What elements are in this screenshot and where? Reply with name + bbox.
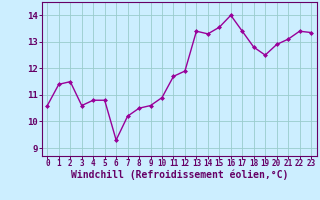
X-axis label: Windchill (Refroidissement éolien,°C): Windchill (Refroidissement éolien,°C) (70, 169, 288, 180)
